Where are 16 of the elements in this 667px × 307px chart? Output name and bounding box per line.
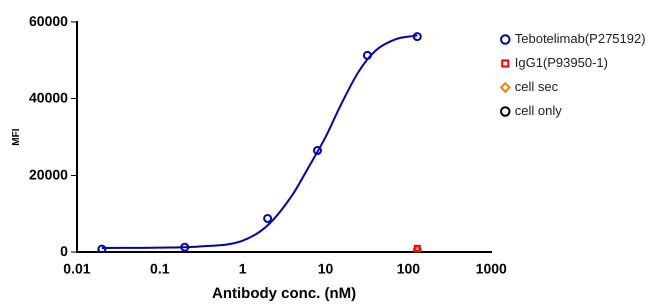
y-axis-title: MFI xyxy=(10,128,22,146)
y-tick-label: 0 xyxy=(60,243,68,260)
y-tick-label: 60000 xyxy=(28,12,68,29)
legend-label: Tebotelimab(P275192) xyxy=(514,31,646,46)
x-tick-label: 100 xyxy=(396,260,420,276)
x-tick-label: 0.1 xyxy=(150,260,170,276)
legend-label: cell only xyxy=(514,103,562,118)
y-tick-label: 20000 xyxy=(28,166,68,182)
x-tick-label: 0.01 xyxy=(63,260,91,276)
x-axis-title: Antibody conc. (nM) xyxy=(212,285,356,302)
y-tick-label: 40000 xyxy=(28,90,68,106)
legend-label: cell sec xyxy=(514,79,559,94)
legend-label: IgG1(P93950-1) xyxy=(514,55,608,70)
x-tick-label: 1 xyxy=(238,260,247,276)
x-tick-label: 10 xyxy=(318,260,334,276)
x-tick-label: 1000 xyxy=(476,260,508,276)
